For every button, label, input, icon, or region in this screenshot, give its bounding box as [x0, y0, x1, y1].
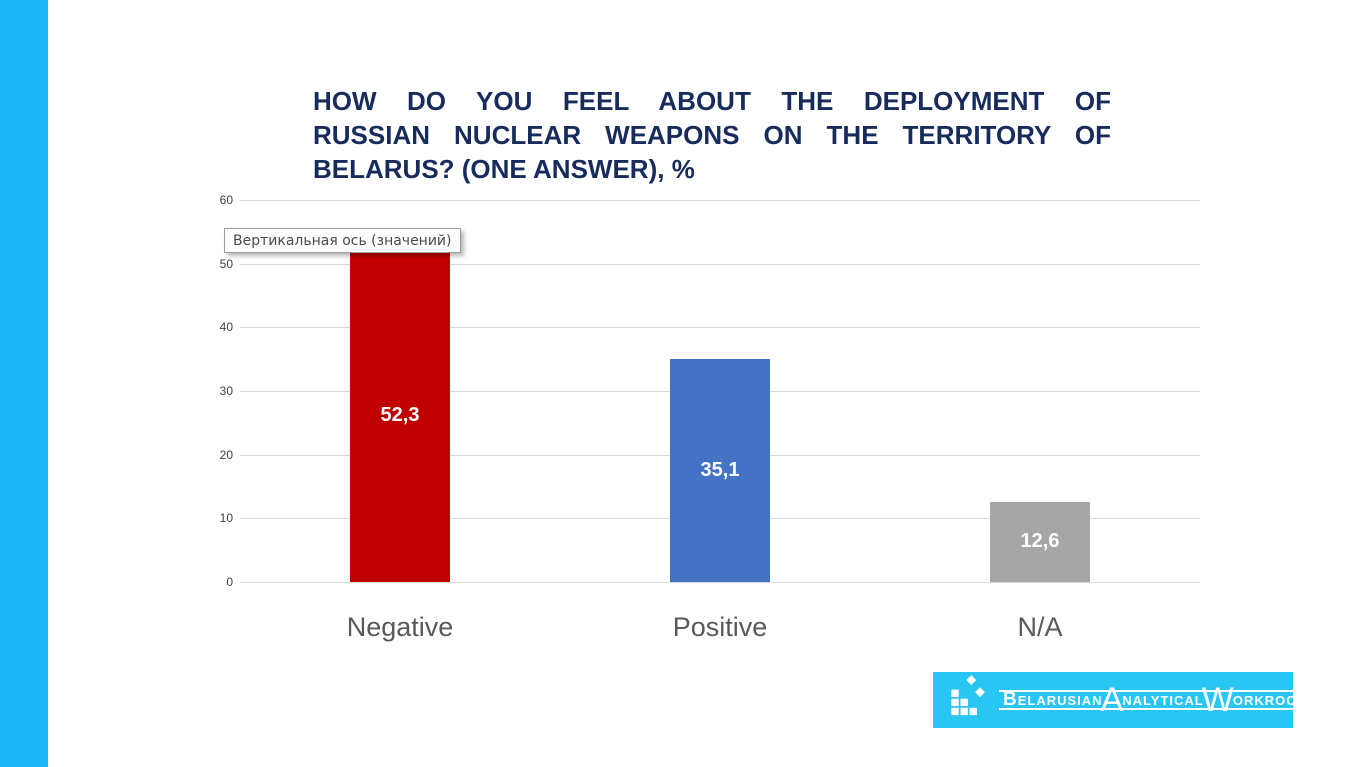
- gridline-y60: [240, 200, 1200, 201]
- category-label-n-a: N/A: [1017, 612, 1063, 642]
- chart-title: HOW DO YOU FEEL ABOUT THE DEPLOYMENT OF …: [313, 84, 1111, 186]
- gridline-y0: [240, 582, 1200, 583]
- gridline-y40: [240, 327, 1200, 329]
- y-axis-tick-10: 10: [219, 511, 233, 526]
- axis-tooltip-text: Вертикальная ось (значений): [233, 232, 452, 249]
- gridline-y50: [240, 263, 1200, 265]
- logo-squares-icon: [951, 675, 985, 716]
- y-axis-tick-50: 50: [219, 256, 233, 271]
- logo-word-belarusian-initial: B: [1003, 689, 1018, 710]
- logo-word-analytical-initial: A: [1100, 681, 1125, 719]
- logo-word-workroom-rest: ORKROOM: [1232, 692, 1310, 708]
- chart-title-line-3: BELARUS? (ONE ANSWER), %: [313, 154, 695, 184]
- category-label-positive: Positive: [672, 612, 768, 642]
- chart-plot[interactable]: 0 10 20 30 40 50 60 52,3 Negative 35,1 Positive 12,…: [220, 193, 1200, 642]
- y-axis-tick-20: 20: [219, 447, 233, 462]
- bar-n-a[interactable]: 12,6: [990, 501, 1090, 582]
- logo-top-rule: [999, 690, 1314, 692]
- logo-word-workroom-initial: W: [1201, 681, 1235, 719]
- logo-wordmark: B ELARUSIAN A NALYTICAL W ORKROOM: [999, 681, 1314, 719]
- bar-value-label: 52,3: [380, 404, 420, 427]
- left-accent-stripe: [0, 0, 48, 767]
- category-label-negative: Negative: [346, 612, 454, 642]
- chart-title-line-2: RUSSIAN NUCLEAR WEAPONS ON THE TERRITORY…: [313, 120, 1111, 150]
- logo-word-belarusian-rest: ELARUSIAN: [1017, 692, 1103, 708]
- y-axis-tick-30: 30: [219, 384, 233, 398]
- bar-value-label: 35,1: [700, 458, 740, 481]
- chart-title-line-1: HOW DO YOU FEEL ABOUT THE DEPLOYMENT OF: [313, 86, 1111, 116]
- logo-word-analytical-rest: NALYTICAL: [1122, 692, 1204, 708]
- bar-value-label: 12,6: [1020, 530, 1060, 553]
- logo-bottom-rule: [999, 708, 1314, 710]
- y-axis-tick-60: 60: [219, 193, 233, 207]
- bar-positive[interactable]: 35,1: [670, 358, 770, 582]
- y-axis-tick-40: 40: [219, 320, 233, 335]
- axis-tooltip: Вертикальная ось (значений): [224, 228, 461, 253]
- bar-negative[interactable]: 52,3: [350, 249, 450, 582]
- brand-logo: B ELARUSIAN A NALYTICAL W ORKROOM: [933, 672, 1314, 728]
- y-axis-tick-0: 0: [226, 575, 233, 589]
